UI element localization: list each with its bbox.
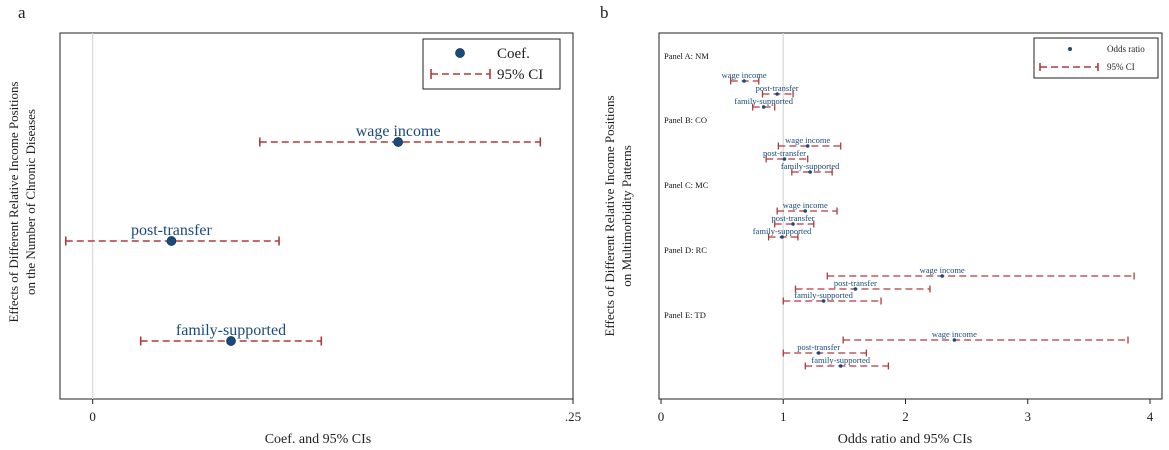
x-tick-label-b: 4 (1147, 409, 1154, 424)
data-marks-a: wage income post-transfer family-supported (64, 123, 542, 346)
series-label-b: post-transfer (834, 278, 877, 288)
series-row-b: wage income (722, 70, 767, 85)
series-row-b: wage income (777, 135, 842, 150)
subpanel-b: Panel A: NM wage income post-transfer famil… (664, 51, 799, 111)
series-label-b: wage income (785, 135, 830, 145)
y-axis-label-a-line1: Effects of Different Relative Income Pos… (6, 81, 21, 322)
legend-ci-label-b: 95% CI (1107, 62, 1135, 72)
series-row-b: post-transfer (772, 213, 815, 228)
series-row-b: wage income (826, 265, 1135, 280)
or-point-b (940, 274, 944, 278)
subpanel-title-b: Panel A: NM (664, 51, 709, 61)
series-label-a: family-supported (176, 322, 286, 339)
subpanel-b: Panel C: MC wage income post-transfer famil… (664, 180, 838, 241)
x-ticks-b: 0 1 2 3 4 (658, 399, 1154, 424)
y-axis-label-b-line1: Effects of Different Relative Income Pos… (602, 95, 617, 336)
x-tick-label-a: 0 (89, 409, 96, 424)
data-marks-b: Panel A: NM wage income post-transfer famil… (664, 51, 1135, 370)
x-tick-label-a: .25 (565, 409, 581, 424)
subpanel-b: Panel B: CO wage income post-transfer famil… (664, 115, 842, 176)
or-point-b (742, 79, 746, 83)
x-tick-label-b: 0 (658, 409, 665, 424)
x-tick-label-b: 1 (780, 409, 787, 424)
or-point-b (853, 287, 858, 291)
panel-letter-b: b (600, 3, 609, 22)
series-label-b: wage income (932, 329, 977, 339)
series-label-a: wage income (356, 123, 441, 140)
series-label-b: post-transfer (772, 213, 815, 223)
or-point-b (952, 338, 957, 342)
x-ticks-a: 0.25 (89, 399, 581, 424)
legend-box-b (1033, 37, 1159, 79)
plot-frame-a (59, 32, 574, 400)
series-label-b: family-supported (811, 355, 870, 365)
legend-or-label-b: Odds ratio (1107, 44, 1145, 54)
series-label-a: post-transfer (131, 222, 213, 239)
or-point-b (775, 92, 779, 96)
legend-coef-label-a: Coef. (497, 46, 530, 62)
or-point-b (805, 144, 810, 148)
series-row-b: family-supported (781, 161, 840, 176)
legend-coef-marker-a (455, 48, 465, 58)
or-point-b (761, 105, 766, 109)
subpanel-title-b: Panel B: CO (664, 115, 707, 125)
series-label-b: wage income (920, 265, 965, 275)
series-row-b: post-transfer (756, 83, 799, 98)
coef-point-a (226, 336, 236, 346)
series-row-b: post-transfer (782, 342, 868, 357)
y-axis-label-a-line2: on the Number of Chronic Diseases (23, 109, 38, 295)
series-row-a: wage income (259, 123, 542, 147)
or-point-b (782, 157, 787, 161)
or-point-b (816, 351, 821, 355)
series-label-b: wage income (783, 200, 828, 210)
y-axis-label-b-line2: on Multimorbidity Patterns (619, 145, 634, 287)
legend-box-a (422, 38, 561, 90)
subpanel-b: Panel E: TD wage income post-transfer famil… (664, 310, 1129, 370)
plot-frame-b (658, 32, 1163, 400)
series-label-b: wage income (722, 70, 767, 80)
series-row-b: family-supported (753, 226, 812, 241)
subpanel-title-b: Panel E: TD (664, 310, 706, 320)
series-row-a: family-supported (139, 322, 323, 346)
series-row-b: post-transfer (763, 148, 809, 163)
legend-b: Odds ratio 95% CI (1033, 37, 1159, 79)
series-row-b: wage income (776, 200, 838, 215)
series-row-b: wage income (842, 329, 1129, 344)
or-point-b (803, 209, 808, 213)
series-label-b: family-supported (734, 96, 793, 106)
coef-point-a (166, 236, 177, 246)
series-label-b: post-transfer (756, 83, 799, 93)
or-point-b (821, 299, 826, 303)
chart-b: b Effects of Different Relative Income P… (600, 3, 1163, 447)
or-point-b (791, 222, 795, 226)
or-point-b (838, 364, 843, 368)
x-tick-label-b: 2 (902, 409, 909, 424)
chart-a: a Effects of Different Relative Income P… (6, 3, 581, 447)
series-label-b: family-supported (753, 226, 812, 236)
series-row-b: family-supported (734, 96, 794, 111)
coef-point-a (393, 137, 404, 147)
legend-ci-label-a: 95% CI (497, 67, 543, 83)
x-axis-label-a: Coef. and 95% CIs (265, 432, 372, 447)
series-label-b: post-transfer (797, 342, 840, 352)
panel-letter-a: a (18, 3, 26, 22)
legend-or-marker-b (1068, 47, 1072, 51)
series-row-b: post-transfer (794, 278, 931, 293)
series-label-b: post-transfer (763, 148, 806, 158)
legend-a: Coef. 95% CI (422, 38, 561, 90)
series-label-b: family-supported (781, 161, 840, 171)
series-label-b: family-supported (794, 290, 853, 300)
subpanel-title-b: Panel C: MC (664, 180, 709, 190)
or-point-b (780, 235, 784, 239)
series-row-a: post-transfer (64, 222, 280, 246)
x-axis-label-b: Odds ratio and 95% CIs (838, 432, 973, 447)
x-tick-label-b: 3 (1025, 409, 1032, 424)
series-row-b: family-supported (804, 355, 890, 370)
or-point-b (808, 170, 812, 174)
series-row-b: family-supported (782, 290, 882, 305)
subpanel-b: Panel D: RC wage income post-transfer famil… (664, 245, 1135, 305)
subpanel-title-b: Panel D: RC (664, 245, 707, 255)
